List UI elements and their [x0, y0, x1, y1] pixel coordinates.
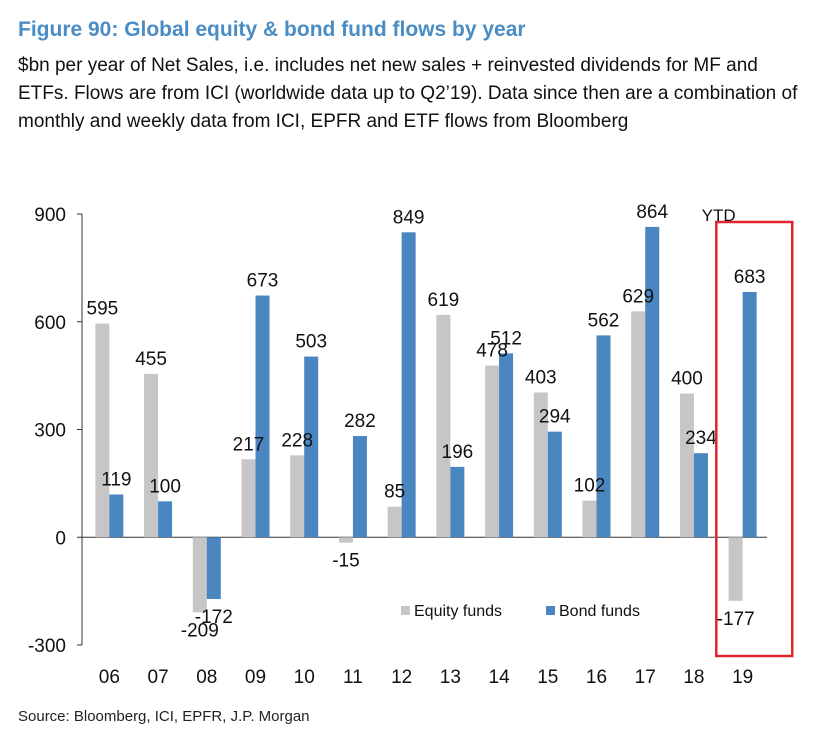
equity-value-label-17: 629	[622, 286, 654, 307]
bond-bar-08	[206, 537, 221, 600]
bond-value-label-09: 673	[247, 271, 279, 292]
equity-value-label-10: 228	[281, 430, 313, 451]
bond-bar-12	[401, 232, 416, 538]
x-tick-label: 19	[732, 667, 753, 688]
bond-bar-19	[742, 291, 757, 538]
x-tick-label: 09	[245, 667, 266, 688]
equity-value-label-18: 400	[671, 369, 703, 390]
bars-layer	[95, 226, 757, 613]
equity-value-label-12: 85	[384, 482, 405, 503]
bond-bar-09	[255, 295, 270, 538]
bond-bar-14	[499, 353, 514, 538]
bond-bar-13	[450, 466, 465, 538]
ytd-annotation: YTD	[702, 206, 736, 225]
bond-bar-10	[304, 356, 319, 538]
x-tick-label: 12	[391, 667, 412, 688]
equity-bar-14	[485, 365, 500, 538]
bond-value-label-19: 683	[734, 267, 766, 288]
bond-value-label-06: 119	[101, 470, 131, 491]
bond-value-label-18: 234	[685, 428, 717, 449]
source-note: Source: Bloomberg, ICI, EPFR, J.P. Morga…	[18, 708, 310, 725]
y-tick-label: 300	[34, 421, 66, 442]
bond-value-label-15: 294	[539, 407, 571, 428]
equity-value-label-15: 403	[525, 368, 557, 389]
chart-title: Figure 90: Global equity & bond fund flo…	[18, 18, 526, 41]
chart-subtitle: $bn per year of Net Sales, i.e. includes…	[18, 55, 798, 132]
x-tick-label: 10	[294, 667, 315, 688]
bond-bar-17	[645, 226, 660, 538]
bond-value-label-12: 849	[393, 207, 425, 228]
bond-bar-11	[352, 435, 367, 538]
y-tick-label: -300	[28, 636, 66, 657]
x-tick-label: 07	[148, 667, 169, 688]
x-tick-label: 18	[683, 667, 704, 688]
data-labels-layer: 595 455 -209 217 228 -15 85 619 478 403 102 629 400 -…	[87, 202, 766, 641]
x-tick-label: 17	[635, 667, 656, 688]
equity-bar-07	[144, 373, 159, 538]
equity-bar-17	[631, 311, 646, 538]
equity-bar-08	[192, 537, 207, 613]
bond-bar-06	[109, 494, 124, 538]
equity-value-label-06: 595	[87, 299, 119, 320]
legend-swatch-bond	[546, 606, 555, 615]
equity-bar-10	[290, 455, 305, 538]
equity-bar-12	[387, 506, 402, 538]
equity-value-label-16: 102	[574, 476, 606, 497]
bond-bar-07	[158, 501, 173, 538]
equity-bar-15	[533, 392, 548, 538]
bond-value-label-07: 100	[149, 476, 181, 497]
equity-value-label-19: -177	[717, 609, 755, 630]
x-tick-label: 15	[537, 667, 558, 688]
bond-value-label-17: 864	[636, 202, 668, 223]
bar-chart: -300 0 300 600 900 06 07 08 09 10 11 12 13 14 15 16 17 18…	[28, 202, 794, 688]
bond-value-label-10: 503	[295, 332, 327, 353]
x-tick-label: 06	[99, 667, 120, 688]
equity-bar-09	[241, 459, 256, 538]
bond-value-label-08: -172	[195, 607, 233, 628]
equity-value-label-13: 619	[428, 290, 460, 311]
equity-value-label-08: -209	[181, 620, 219, 641]
x-tick-label: 08	[196, 667, 217, 688]
equity-bar-13	[436, 314, 451, 538]
axis-layer: -300 0 300 600 900 06 07 08 09 10 11 12 13 14 15 16 17 18…	[28, 205, 767, 688]
x-tick-label: 11	[343, 667, 363, 688]
bond-bar-15	[547, 431, 562, 538]
bond-bar-18	[693, 453, 708, 538]
y-tick-label: 900	[34, 205, 66, 226]
equity-bar-06	[95, 323, 110, 538]
legend-swatch-equity	[401, 606, 410, 615]
x-tick-label: 14	[489, 667, 511, 688]
legend: Equity funds Bond funds	[401, 603, 640, 620]
equity-value-label-11: -15	[332, 551, 359, 572]
y-tick-label: 600	[34, 313, 66, 334]
y-tick-label: 0	[55, 528, 66, 549]
bond-bar-16	[596, 335, 611, 538]
legend-label-bond: Bond funds	[559, 603, 640, 620]
equity-bar-18	[679, 393, 694, 538]
bond-value-label-14: 512	[490, 328, 522, 349]
equity-bar-19	[728, 537, 743, 601]
equity-bar-16	[582, 500, 597, 538]
x-tick-label: 13	[440, 667, 461, 688]
highlight-layer: YTD	[702, 206, 794, 658]
bond-value-label-13: 196	[442, 442, 474, 463]
equity-bar-11	[338, 537, 353, 543]
equity-value-label-07: 455	[135, 349, 167, 370]
x-tick-label: 16	[586, 667, 607, 688]
legend-label-equity: Equity funds	[414, 603, 502, 620]
equity-value-label-09: 217	[233, 434, 265, 455]
equity-value-label-14: 478	[476, 341, 508, 362]
ytd-highlight-box	[715, 220, 794, 658]
bond-value-label-11: 282	[344, 411, 376, 432]
bond-value-label-16: 562	[588, 310, 620, 331]
